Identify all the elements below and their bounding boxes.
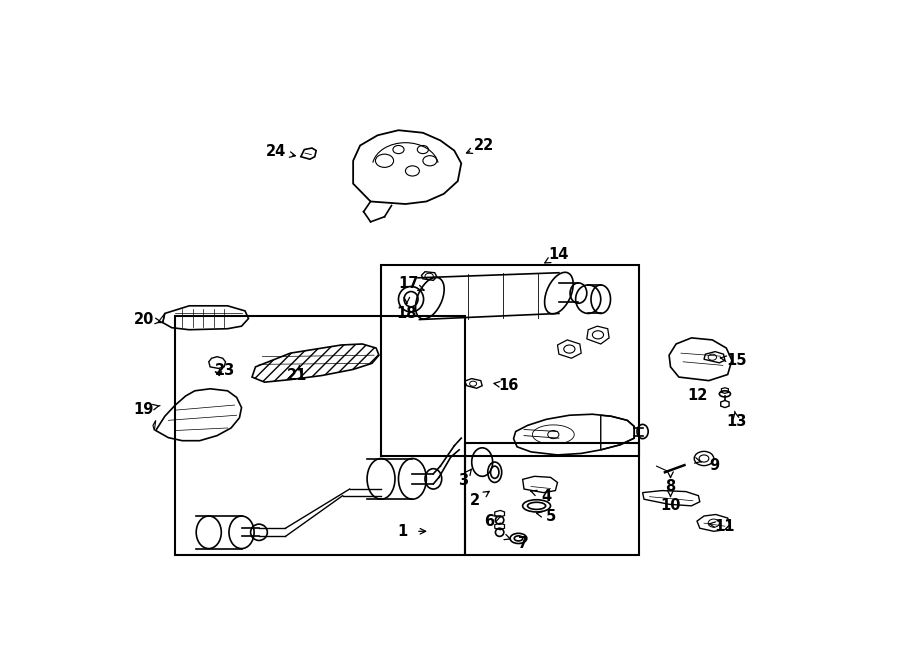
- Text: 19: 19: [134, 402, 154, 416]
- Text: 24: 24: [266, 144, 286, 159]
- Text: 1: 1: [397, 524, 407, 539]
- Text: 15: 15: [726, 353, 747, 368]
- Text: 21: 21: [287, 368, 308, 383]
- Text: 20: 20: [134, 312, 154, 327]
- Text: 17: 17: [399, 276, 419, 292]
- Text: 6: 6: [484, 514, 494, 529]
- Text: 23: 23: [215, 363, 236, 378]
- Text: 5: 5: [545, 508, 555, 524]
- Text: 8: 8: [665, 479, 676, 494]
- Text: 18: 18: [397, 306, 417, 321]
- Text: 3: 3: [457, 473, 468, 488]
- Text: 10: 10: [661, 498, 680, 514]
- Text: 11: 11: [715, 519, 735, 533]
- Text: 4: 4: [541, 489, 552, 504]
- Text: 2: 2: [470, 493, 481, 508]
- Bar: [381, 265, 639, 456]
- Text: 13: 13: [726, 414, 747, 429]
- Text: 22: 22: [474, 138, 494, 153]
- Text: 14: 14: [549, 247, 569, 262]
- Text: 9: 9: [709, 457, 719, 473]
- Text: 12: 12: [687, 389, 707, 403]
- Bar: [176, 316, 464, 555]
- Bar: [464, 444, 639, 555]
- Text: 16: 16: [499, 378, 519, 393]
- Text: 7: 7: [518, 536, 527, 551]
